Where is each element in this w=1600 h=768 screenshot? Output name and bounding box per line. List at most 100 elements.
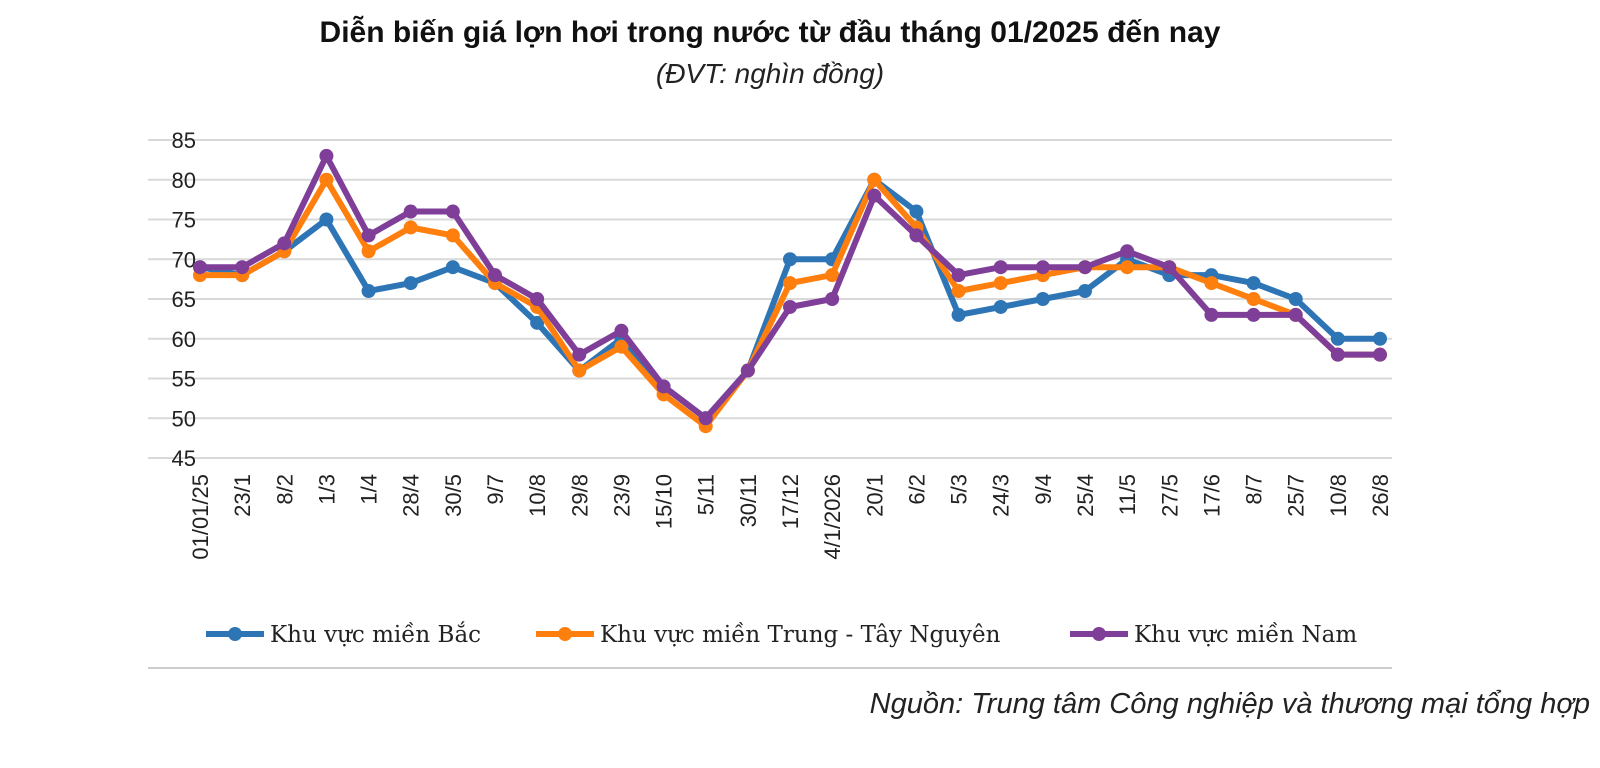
data-point <box>867 172 882 187</box>
data-point <box>319 172 334 187</box>
legend-swatch-marker <box>228 627 242 641</box>
y-tick-label: 45 <box>172 446 196 471</box>
x-tick-label: 01/01/25 <box>188 474 213 560</box>
data-point <box>1288 307 1303 322</box>
y-tick-label: 50 <box>172 406 196 431</box>
data-point <box>614 339 629 354</box>
x-tick-label: 30/11 <box>736 474 761 527</box>
data-point <box>783 252 797 267</box>
x-tick-label: 27/5 <box>1157 474 1182 517</box>
x-tick-label: 5/11 <box>694 474 719 515</box>
legend-item-2: Khu vực miền Trung - Tây Nguyên <box>536 622 1001 648</box>
data-point <box>235 260 250 275</box>
data-point <box>1078 260 1092 275</box>
x-tick-label: 10/8 <box>1326 474 1351 517</box>
y-tick-label: 65 <box>172 287 196 312</box>
data-point <box>1246 307 1261 322</box>
data-point <box>361 228 376 243</box>
legend-swatch-marker <box>558 627 572 641</box>
data-point <box>530 292 545 306</box>
data-point <box>361 244 376 259</box>
y-tick-label: 75 <box>172 208 196 233</box>
x-tick-label: 1/4 <box>357 474 382 505</box>
chart-subtitle: (ĐVT: nghìn đồng) <box>655 58 885 89</box>
data-point <box>1373 347 1387 362</box>
data-point <box>951 307 966 322</box>
data-point <box>951 268 966 283</box>
data-point <box>1120 244 1135 259</box>
data-point <box>825 292 840 306</box>
x-tick-label: 9/4 <box>1031 474 1056 505</box>
data-point <box>403 204 418 219</box>
series-group <box>193 148 1387 434</box>
data-point <box>951 284 966 299</box>
chart-title: Diễn biến giá lợn hơi trong nước từ đầu … <box>319 16 1221 49</box>
data-point <box>277 236 292 251</box>
data-point <box>530 315 545 330</box>
grid-lines <box>148 139 1392 459</box>
data-point <box>783 276 797 291</box>
x-tick-label: 29/8 <box>567 474 592 517</box>
data-point <box>403 220 418 235</box>
x-tick-label: 23/1 <box>230 474 255 517</box>
data-point <box>1120 260 1135 275</box>
data-point <box>909 228 924 243</box>
data-point <box>319 148 334 163</box>
x-tick-label: 1/3 <box>314 474 339 505</box>
legend: Khu vực miền Bắc Khu vực miền Trung - Tây… <box>206 622 1357 648</box>
x-tick-label: 25/7 <box>1284 474 1309 517</box>
data-point <box>1288 292 1303 306</box>
x-tick-label: 24/3 <box>989 474 1014 517</box>
data-point <box>1035 260 1050 275</box>
x-tick-label: 8/2 <box>272 474 297 505</box>
x-tick-label: 11/5 <box>1115 474 1140 515</box>
data-point <box>403 276 418 291</box>
data-point <box>698 411 713 426</box>
data-point <box>1246 276 1261 291</box>
data-point <box>1162 260 1177 275</box>
data-point <box>445 204 460 219</box>
data-point <box>740 363 755 378</box>
x-tick-label: 20/1 <box>862 474 887 517</box>
x-tick-label: 25/4 <box>1073 474 1098 517</box>
data-point <box>614 323 629 338</box>
data-point <box>993 299 1008 314</box>
data-point <box>1246 292 1261 306</box>
y-tick-label: 60 <box>172 327 196 352</box>
x-tick-label: 10/8 <box>525 474 550 517</box>
data-point <box>825 268 840 283</box>
x-tick-label: 23/9 <box>609 474 634 517</box>
legend-item-1: Khu vực miền Bắc <box>206 622 481 648</box>
legend-label: Khu vực miền Trung - Tây Nguyên <box>600 622 1001 648</box>
legend-label: Khu vực miền Nam <box>1134 622 1357 648</box>
data-point <box>1078 284 1092 299</box>
x-tick-label: 17/6 <box>1199 474 1224 517</box>
y-tick-label: 85 <box>172 128 196 153</box>
x-tick-label: 8/7 <box>1242 474 1267 505</box>
legend-item-3: Khu vực miền Nam <box>1070 622 1357 648</box>
data-point <box>361 284 376 299</box>
y-tick-label: 80 <box>172 168 196 193</box>
data-point <box>572 347 587 362</box>
legend-label: Khu vực miền Bắc <box>270 622 481 648</box>
source-note: Nguồn: Trung tâm Công nghiệp và thương m… <box>869 688 1590 720</box>
data-point <box>1204 276 1219 291</box>
x-tick-label: 9/7 <box>483 474 508 505</box>
y-tick-label: 70 <box>172 247 196 272</box>
data-point <box>319 212 334 227</box>
x-tick-label: 4/1/2026 <box>820 474 845 560</box>
x-tick-label: 6/2 <box>904 474 929 505</box>
x-tick-labels: 01/01/25 23/1 8/2 1/3 1/4 28/4 30/5 9/7 10/8 29/8… <box>188 474 1393 560</box>
y-tick-labels: 45 50 55 60 65 70 75 80 85 <box>172 128 196 471</box>
x-tick-label: 5/3 <box>947 474 972 505</box>
x-tick-label: 28/4 <box>399 474 424 517</box>
data-point <box>488 268 502 283</box>
data-point <box>656 379 671 394</box>
data-point <box>909 204 924 219</box>
data-point <box>867 188 882 203</box>
legend-swatch-marker <box>1092 627 1106 641</box>
data-point <box>572 363 587 378</box>
data-point <box>1373 331 1387 346</box>
data-point <box>1330 331 1345 346</box>
